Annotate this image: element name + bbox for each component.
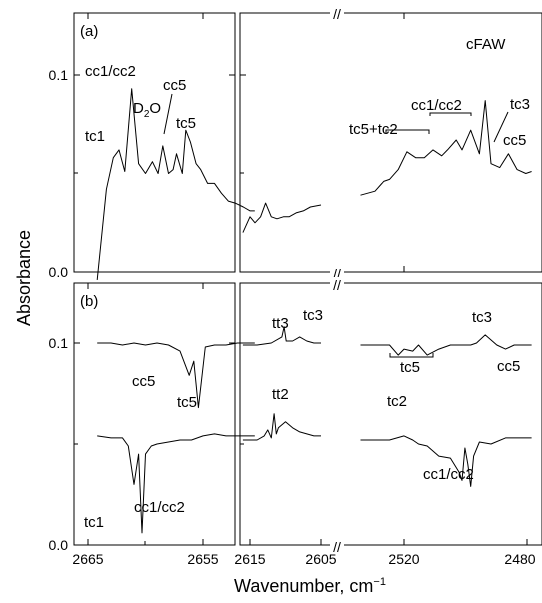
peak-label-part: D [133, 100, 144, 117]
peak-label: cc5 [163, 77, 186, 94]
panel-a-right-frame [239, 12, 542, 273]
axis-break-top: // [333, 6, 341, 22]
peak-label: cc1/cc2 [423, 466, 474, 483]
annotation-bracket [385, 129, 430, 134]
spectrum-trace [97, 342, 255, 409]
spectrum-trace [97, 433, 255, 534]
x-axis-label-sup: −1 [373, 576, 386, 588]
spectrum-trace [360, 100, 532, 196]
peak-label: tc3 [303, 307, 323, 324]
panel-a-annotations: tc1 cc1/cc2 D2O cc5 tc5 tc5+tc2 cc1/cc2 … [85, 36, 530, 149]
x-tick-label: 2615 [234, 551, 265, 567]
peak-label: cFAW [466, 36, 506, 53]
axis-break-mid-a: // [333, 266, 341, 282]
axis-break-gap [330, 266, 344, 278]
y-tick-label: 0.0 [49, 537, 69, 553]
x-tick-label: 2655 [187, 551, 218, 567]
x-tick-marks [87, 13, 528, 545]
peak-label: cc1/cc2 [134, 499, 185, 516]
y-tick-label: 0.1 [49, 335, 69, 351]
peak-label: tt2 [272, 386, 289, 403]
peak-label: tc5 [177, 394, 197, 411]
peak-label: tc5 [176, 115, 196, 132]
spectra-traces [96, 88, 532, 534]
annotation-leader [163, 93, 173, 135]
panel-b-annotations: cc5 tc5 tc1 cc1/cc2 tt3 tc3 tc5 tc3 cc5 … [84, 307, 520, 531]
x-tick-label: 2605 [305, 551, 336, 567]
peak-label-part: O [149, 100, 161, 117]
peak-label: tt3 [272, 315, 289, 332]
y-tick-marks [74, 74, 246, 546]
panel-b-right-frame [239, 282, 542, 546]
x-axis-label: Wavenumber, cm−1 [234, 576, 386, 596]
spectrum-trace [242, 413, 321, 441]
axis-break-gap [330, 6, 344, 18]
spectrum-trace [96, 88, 255, 280]
peak-label-subscript: 2 [144, 109, 150, 120]
y-axis-label: Absorbance [14, 230, 34, 326]
x-axis-label-text: Wavenumber, cm [234, 576, 373, 596]
axis-break-mid-b: // [333, 277, 341, 293]
spectrum-trace [242, 202, 322, 233]
peak-label: cc5 [132, 373, 155, 390]
y-tick-label: 0.0 [49, 264, 69, 280]
annotation-leader [493, 111, 509, 143]
annotation-bracket [389, 353, 434, 358]
peak-label: cc1/cc2 [411, 97, 462, 114]
y-tick-label: 0.1 [49, 67, 69, 83]
panel-a-left-frame [73, 12, 236, 273]
spectrum-trace [360, 334, 532, 356]
peak-label: cc5 [497, 358, 520, 375]
axis-break-gap [330, 539, 344, 551]
peak-label: tc5 [400, 359, 420, 376]
x-tick-label: 2520 [388, 551, 419, 567]
peak-label: tc3 [510, 96, 530, 113]
peak-label: tc1 [85, 128, 105, 145]
axis-break-markers: // // // // [330, 6, 344, 555]
peak-label: cc5 [503, 132, 526, 149]
peak-label: tc1 [84, 514, 104, 531]
x-tick-label: 2665 [72, 551, 103, 567]
peak-label: D2O [133, 100, 161, 120]
x-tick-label: 2480 [504, 551, 535, 567]
panel-b-left-frame [73, 282, 236, 546]
axis-break-bottom: // [333, 539, 341, 555]
panel-label-b: (b) [80, 293, 98, 310]
spectrum-trace [360, 435, 532, 487]
axis-break-gap [330, 277, 344, 289]
peak-label: cc1/cc2 [85, 63, 136, 80]
spectrum-trace [242, 326, 321, 346]
peak-label: tc3 [472, 309, 492, 326]
panel-label-a: (a) [80, 23, 98, 40]
annotation-bracket [429, 112, 472, 116]
peak-label: tc2 [387, 393, 407, 410]
